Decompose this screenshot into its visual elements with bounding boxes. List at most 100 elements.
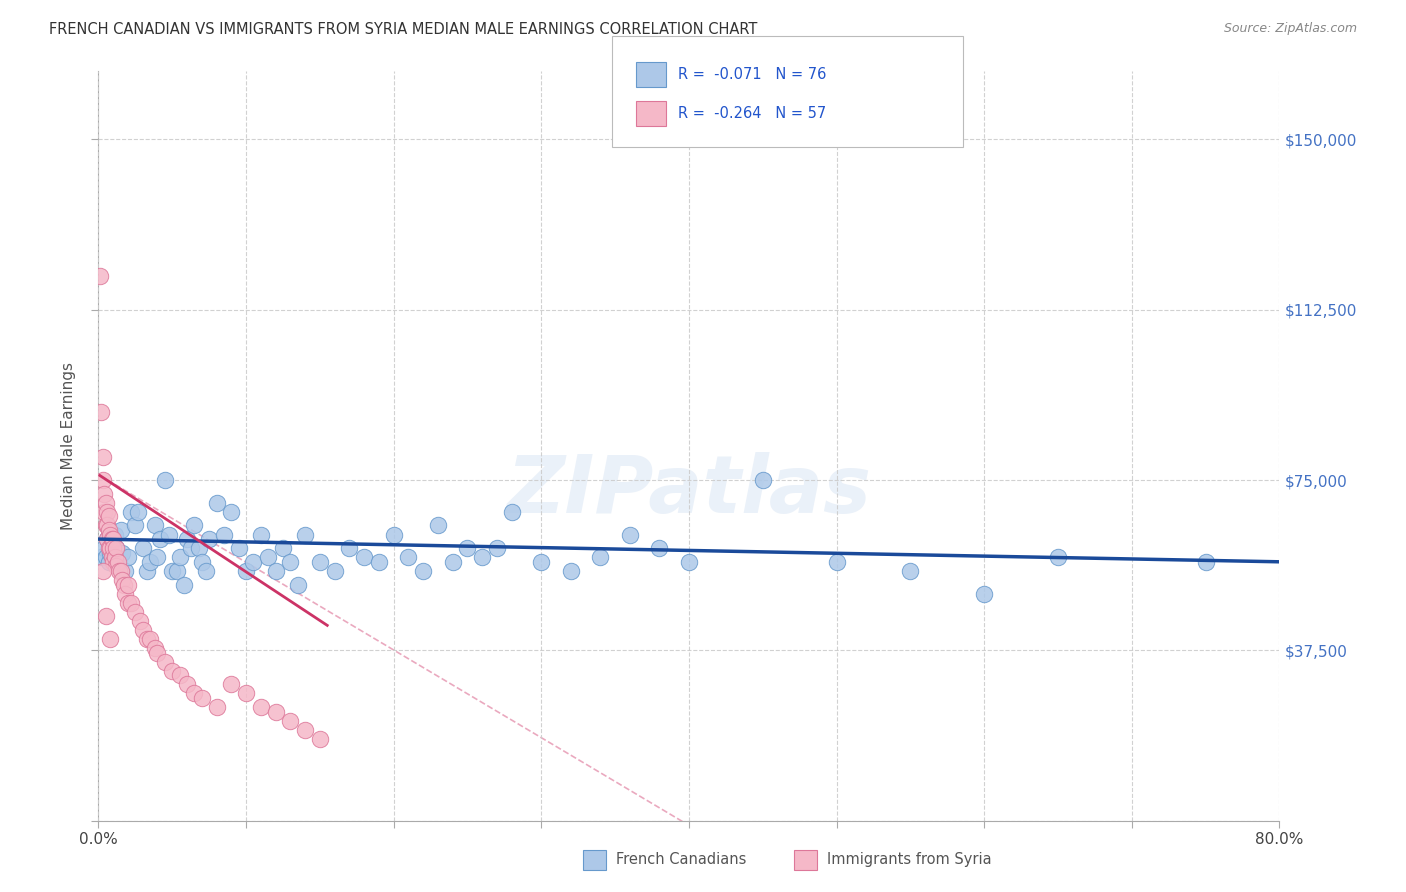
Point xyxy=(117,577,139,591)
Text: ZIPatlas: ZIPatlas xyxy=(506,452,872,530)
Point xyxy=(124,605,146,619)
Point xyxy=(93,486,115,500)
Point xyxy=(191,555,214,569)
Point xyxy=(162,564,183,578)
Point xyxy=(973,586,995,600)
Point xyxy=(900,564,922,578)
Point xyxy=(250,700,273,714)
Point xyxy=(91,564,114,578)
Text: French Canadians: French Canadians xyxy=(616,853,747,867)
Point xyxy=(98,541,121,556)
Point xyxy=(100,550,122,565)
Point xyxy=(105,541,128,556)
Point xyxy=(619,527,641,541)
Point xyxy=(120,596,142,610)
Point xyxy=(180,541,202,556)
Point xyxy=(280,714,302,728)
Point xyxy=(110,523,132,537)
Point xyxy=(176,677,198,691)
Point xyxy=(149,532,172,546)
Text: Immigrants from Syria: Immigrants from Syria xyxy=(827,853,991,867)
Point xyxy=(264,705,287,719)
Point xyxy=(146,550,169,565)
Point xyxy=(97,509,120,524)
Point xyxy=(103,555,125,569)
Point xyxy=(100,532,122,546)
Point xyxy=(90,405,112,419)
Point xyxy=(98,546,121,560)
Point xyxy=(183,686,205,700)
Point xyxy=(205,496,228,510)
Point xyxy=(143,641,166,656)
Point xyxy=(114,564,136,578)
Point xyxy=(825,555,848,569)
Point xyxy=(96,505,118,519)
Point xyxy=(221,677,243,691)
Point xyxy=(103,541,125,556)
Point xyxy=(108,564,131,578)
Point xyxy=(114,586,136,600)
Point xyxy=(136,632,159,646)
Point xyxy=(257,550,280,565)
Point xyxy=(128,614,150,628)
Point xyxy=(91,473,114,487)
Point xyxy=(427,518,450,533)
Point xyxy=(294,527,316,541)
Point xyxy=(96,532,118,546)
Point xyxy=(382,527,405,541)
Point xyxy=(169,668,191,682)
Point xyxy=(90,550,112,565)
Text: R =  -0.264   N = 57: R = -0.264 N = 57 xyxy=(678,106,825,120)
Point xyxy=(1195,555,1218,569)
Point xyxy=(187,541,209,556)
Point xyxy=(287,577,309,591)
Point xyxy=(96,532,118,546)
Point xyxy=(120,505,142,519)
Point xyxy=(264,564,287,578)
Point xyxy=(398,550,420,565)
Point xyxy=(280,555,302,569)
Point xyxy=(169,550,191,565)
Point xyxy=(166,564,188,578)
Point xyxy=(107,555,129,569)
Point xyxy=(250,527,273,541)
Point xyxy=(146,646,169,660)
Point xyxy=(1046,550,1070,565)
Text: Source: ZipAtlas.com: Source: ZipAtlas.com xyxy=(1223,22,1357,36)
Point xyxy=(228,541,250,556)
Point xyxy=(96,518,118,533)
Point xyxy=(589,550,612,565)
Point xyxy=(471,550,494,565)
Text: FRENCH CANADIAN VS IMMIGRANTS FROM SYRIA MEDIAN MALE EARNINGS CORRELATION CHART: FRENCH CANADIAN VS IMMIGRANTS FROM SYRIA… xyxy=(49,22,758,37)
Point xyxy=(323,564,346,578)
Text: R =  -0.071   N = 76: R = -0.071 N = 76 xyxy=(678,67,827,81)
Point xyxy=(127,505,149,519)
Point xyxy=(91,450,114,465)
Point xyxy=(94,609,117,624)
Point xyxy=(136,564,159,578)
Point xyxy=(89,268,111,283)
Point xyxy=(97,541,120,556)
Point xyxy=(412,564,434,578)
Point xyxy=(212,527,235,541)
Point xyxy=(441,555,464,569)
Point xyxy=(271,541,294,556)
Y-axis label: Median Male Earnings: Median Male Earnings xyxy=(60,362,76,530)
Point xyxy=(105,559,128,574)
Point xyxy=(339,541,361,556)
Point xyxy=(94,518,117,533)
Point xyxy=(176,532,198,546)
Point xyxy=(353,550,375,565)
Point xyxy=(111,573,134,587)
Point xyxy=(94,550,117,565)
Point xyxy=(309,555,332,569)
Point xyxy=(242,555,264,569)
Point xyxy=(93,541,115,556)
Point xyxy=(501,505,523,519)
Point xyxy=(368,555,391,569)
Point xyxy=(104,550,127,565)
Point xyxy=(560,564,582,578)
Point xyxy=(486,541,509,556)
Point xyxy=(100,536,122,550)
Point xyxy=(173,577,195,591)
